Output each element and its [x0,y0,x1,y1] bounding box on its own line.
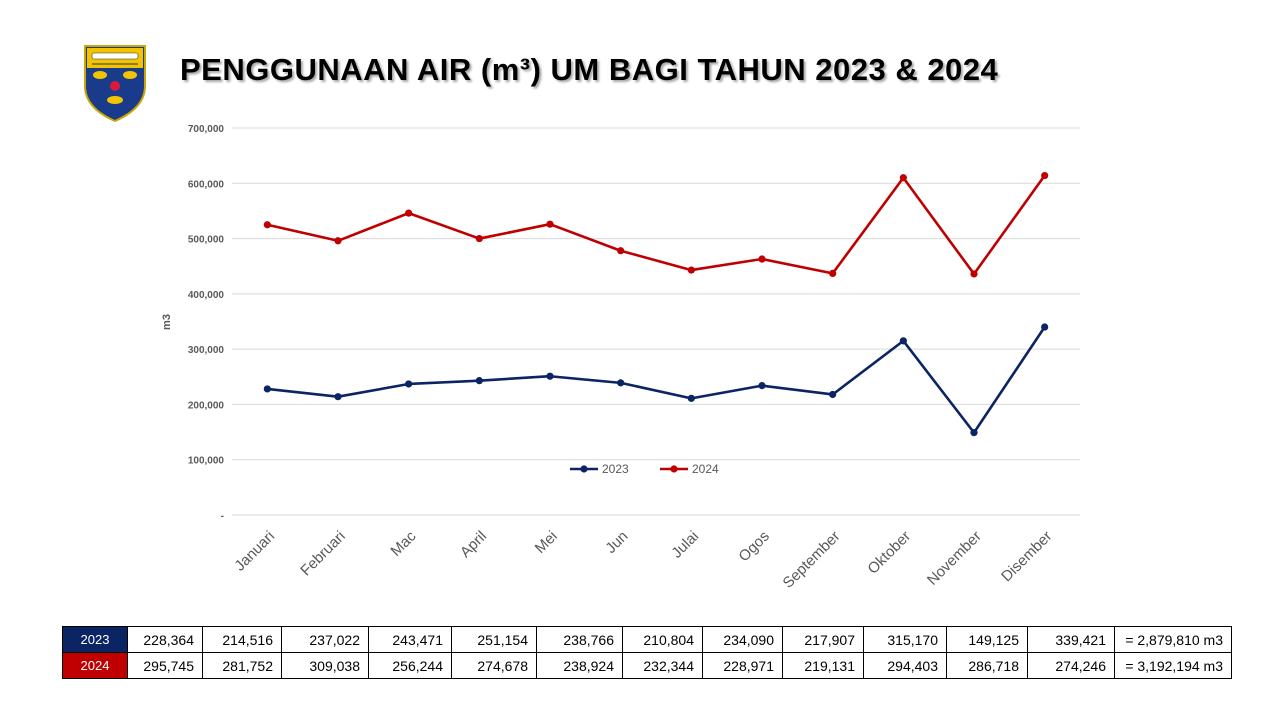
table-cell: 214,516 [202,626,282,653]
y-tick-label: 500,000 [188,235,225,246]
table-cell: 281,752 [202,652,282,679]
data-point-2024 [1041,171,1049,180]
legend-marker-2023 [580,465,588,473]
data-point-2023 [970,429,978,437]
table-cell: 274,678 [451,652,537,679]
data-point-2024 [899,174,907,182]
series-line-2024 [267,174,1046,276]
data-point-2023 [829,390,837,399]
table-cell: 228,971 [702,652,783,679]
data-point-2024 [546,220,554,228]
table-cell: 238,924 [536,652,623,679]
x-tick-label: Mei [532,528,561,557]
data-point-2023 [899,337,907,345]
data-point-2024 [617,247,625,255]
data-point-2024 [758,255,766,263]
table-cell: 210,804 [622,626,703,653]
data-table: 2023 228,364 214,516 237,022 243,471 251,154 2… [62,626,1232,679]
table-cell: 274,246 [1027,652,1115,679]
table-row: 2023 228,364 214,516 237,022 243,471 251,154 2… [62,626,1232,653]
legend-label-2023: 2023 [602,462,629,476]
table-cell: 219,131 [782,652,864,679]
x-tick-label: Ogos [735,528,772,565]
y-tick-label: 100,000 [188,456,225,467]
x-tick-label: April [457,528,490,561]
table-cell: 309,038 [281,652,369,679]
table-year-cell: 2023 [62,626,128,653]
x-tick-label: Februari [297,528,349,580]
table-cell: 234,090 [702,626,783,653]
table-cell: 295,745 [127,652,203,679]
table-total-cell: = 3,192,194 m3 [1114,652,1232,679]
table-cell: 238,766 [536,626,623,653]
table-cell: 237,022 [281,626,369,653]
x-tick-label: Jun [602,528,631,557]
line-chart: - 100,000 200,000 300,000 400,000 500,000 600,… [161,124,1080,592]
data-point-2023 [475,377,483,385]
x-tick-label: Disember [998,528,1055,585]
data-point-2023 [617,379,625,387]
y-axis-label: m3 [161,314,173,330]
data-point-2023 [405,380,413,388]
y-tick-label: 700,000 [188,124,225,135]
data-point-2023 [1041,323,1049,331]
legend-marker-2024 [670,465,678,473]
table-year-cell: 2024 [62,652,128,679]
x-tick-label: Oktober [864,528,914,578]
y-tick-label: 300,000 [188,345,225,356]
page-title: PENGGUNAAN AIR (m³) UM BAGI TAHUN 2023 &… [180,52,999,87]
table-total-cell: = 2,879,810 m3 [1114,626,1232,653]
legend-label-2024: 2024 [692,462,719,476]
data-point-2023 [758,382,766,390]
table-cell: 228,364 [127,626,203,653]
legend: 2023 2024 [570,462,719,476]
y-tick-label: - [221,511,224,522]
y-tick-label: 200,000 [188,400,225,411]
x-tick-label: September [780,528,844,592]
series-line-2023 [267,326,1046,434]
table-cell: 286,718 [946,652,1028,679]
data-point-2024 [970,270,978,278]
data-point-2024 [263,221,271,229]
table-cell: 243,471 [368,626,452,653]
table-cell: 294,403 [863,652,947,679]
data-point-2024 [475,234,483,243]
university-crest-logo [84,45,146,122]
data-point-2024 [405,209,413,217]
data-point-2023 [687,394,695,402]
x-tick-label: Januari [231,528,278,575]
series-lines [263,171,1049,437]
data-point-2024 [687,266,695,274]
table-cell: 217,907 [782,626,864,653]
table-cell: 339,421 [1027,626,1115,653]
x-tick-label: Mac [387,527,419,559]
y-tick-label: 600,000 [188,179,225,190]
table-cell: 256,244 [368,652,452,679]
x-tick-label: November [924,528,985,589]
data-point-2023 [334,393,342,401]
data-point-2023 [546,372,554,380]
x-axis-ticks: Januari Februari Mac April Mei Jun Julai Ogos Se… [231,527,1055,591]
table-cell: 251,154 [451,626,537,653]
y-axis-ticks: - 100,000 200,000 300,000 400,000 500,000 600,… [188,124,225,522]
y-tick-label: 400,000 [188,290,225,301]
table-cell: 315,170 [863,626,947,653]
x-tick-label: Julai [668,528,702,562]
table-cell: 232,344 [622,652,703,679]
data-point-2023 [263,385,271,393]
data-point-2024 [829,269,837,278]
table-row: 2024 295,745 281,752 309,038 256,244 274,678 2… [62,652,1232,679]
gridlines [232,127,1080,516]
data-point-2024 [334,237,342,245]
table-cell: 149,125 [946,626,1028,653]
